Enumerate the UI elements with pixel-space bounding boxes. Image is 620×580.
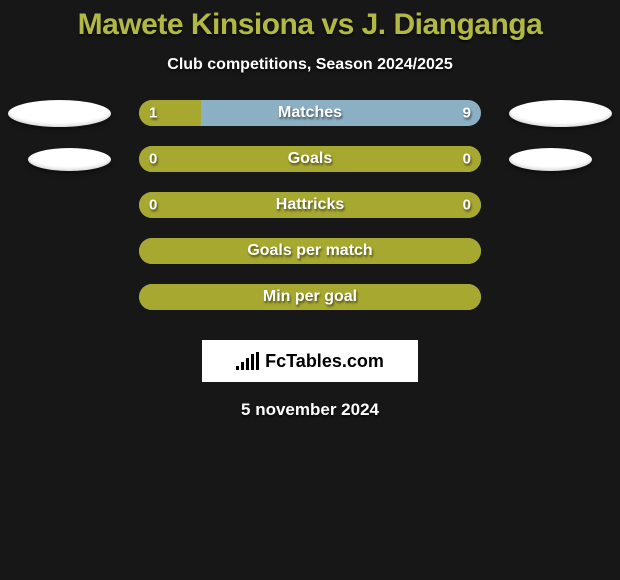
logo-box: FcTables.com <box>202 340 418 382</box>
logo-bars-icon <box>236 352 259 370</box>
comparison-subtitle: Club competitions, Season 2024/2025 <box>0 56 620 74</box>
stat-label: Goals <box>288 150 332 168</box>
stats-rows: Matches 1 9 Goals 0 0 Hattricks 0 0 Goals per mat… <box>0 100 620 330</box>
comparison-title: Mawete Kinsiona vs J. Dianganga <box>0 0 620 42</box>
side-ellipse <box>509 100 612 127</box>
stat-row: Min per goal <box>0 284 620 330</box>
logo-text: FcTables.com <box>265 351 384 372</box>
stat-value-right: 0 <box>463 197 471 214</box>
subtitle-text: Club competitions, Season 2024/2025 <box>167 56 452 73</box>
stat-bar: Goals per match <box>139 238 481 264</box>
date-value: 5 november 2024 <box>241 400 379 419</box>
stat-bar: Goals 0 0 <box>139 146 481 172</box>
stat-value-right: 9 <box>463 105 471 122</box>
stat-row: Hattricks 0 0 <box>0 192 620 238</box>
side-ellipse <box>28 148 111 171</box>
stat-bar: Matches 1 9 <box>139 100 481 126</box>
stat-label: Min per goal <box>263 288 357 306</box>
stat-bar: Min per goal <box>139 284 481 310</box>
stat-label: Goals per match <box>247 242 372 260</box>
side-ellipse <box>8 100 111 127</box>
title-text: Mawete Kinsiona vs J. Dianganga <box>78 8 543 41</box>
stat-value-right: 0 <box>463 151 471 168</box>
stat-value-left: 0 <box>149 197 157 214</box>
side-ellipse <box>509 148 592 171</box>
stat-label: Matches <box>278 104 342 122</box>
stat-row: Goals per match <box>0 238 620 284</box>
stat-bar: Hattricks 0 0 <box>139 192 481 218</box>
stat-label: Hattricks <box>276 196 344 214</box>
stat-value-left: 1 <box>149 105 157 122</box>
date-text: 5 november 2024 <box>0 400 620 420</box>
stat-value-left: 0 <box>149 151 157 168</box>
